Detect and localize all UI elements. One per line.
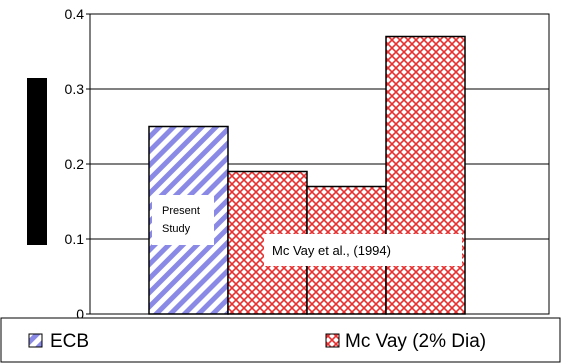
present-study-label-line2: Study (162, 223, 191, 235)
legend-swatch-mcvay (325, 333, 340, 348)
legend-label-mcvay: Mc Vay (2% Dia) (345, 331, 486, 352)
y-tick-label: 0.2 (65, 156, 85, 172)
legend-label-ecb: ECB (50, 331, 89, 352)
legend-swatch-ecb (28, 333, 43, 348)
bar-mcvay-2 (385, 35, 466, 315)
ylabel-bar (27, 78, 47, 245)
y-tick-label: 0.4 (65, 6, 85, 22)
present-study-label-line1: Present (162, 205, 200, 217)
mcvay-annotation-label: Mc Vay et al., (1994) (272, 243, 391, 258)
y-tick-label: 0 (76, 306, 84, 322)
y-axis-ticks: 0 0.1 0.2 0.3 0.4 (65, 6, 90, 322)
y-tick-label: 0.1 (65, 231, 85, 247)
present-study-box (152, 195, 214, 245)
y-tick-label: 0.3 (65, 81, 85, 97)
mcvay-annotation-box (264, 234, 462, 266)
legend (0, 317, 561, 363)
